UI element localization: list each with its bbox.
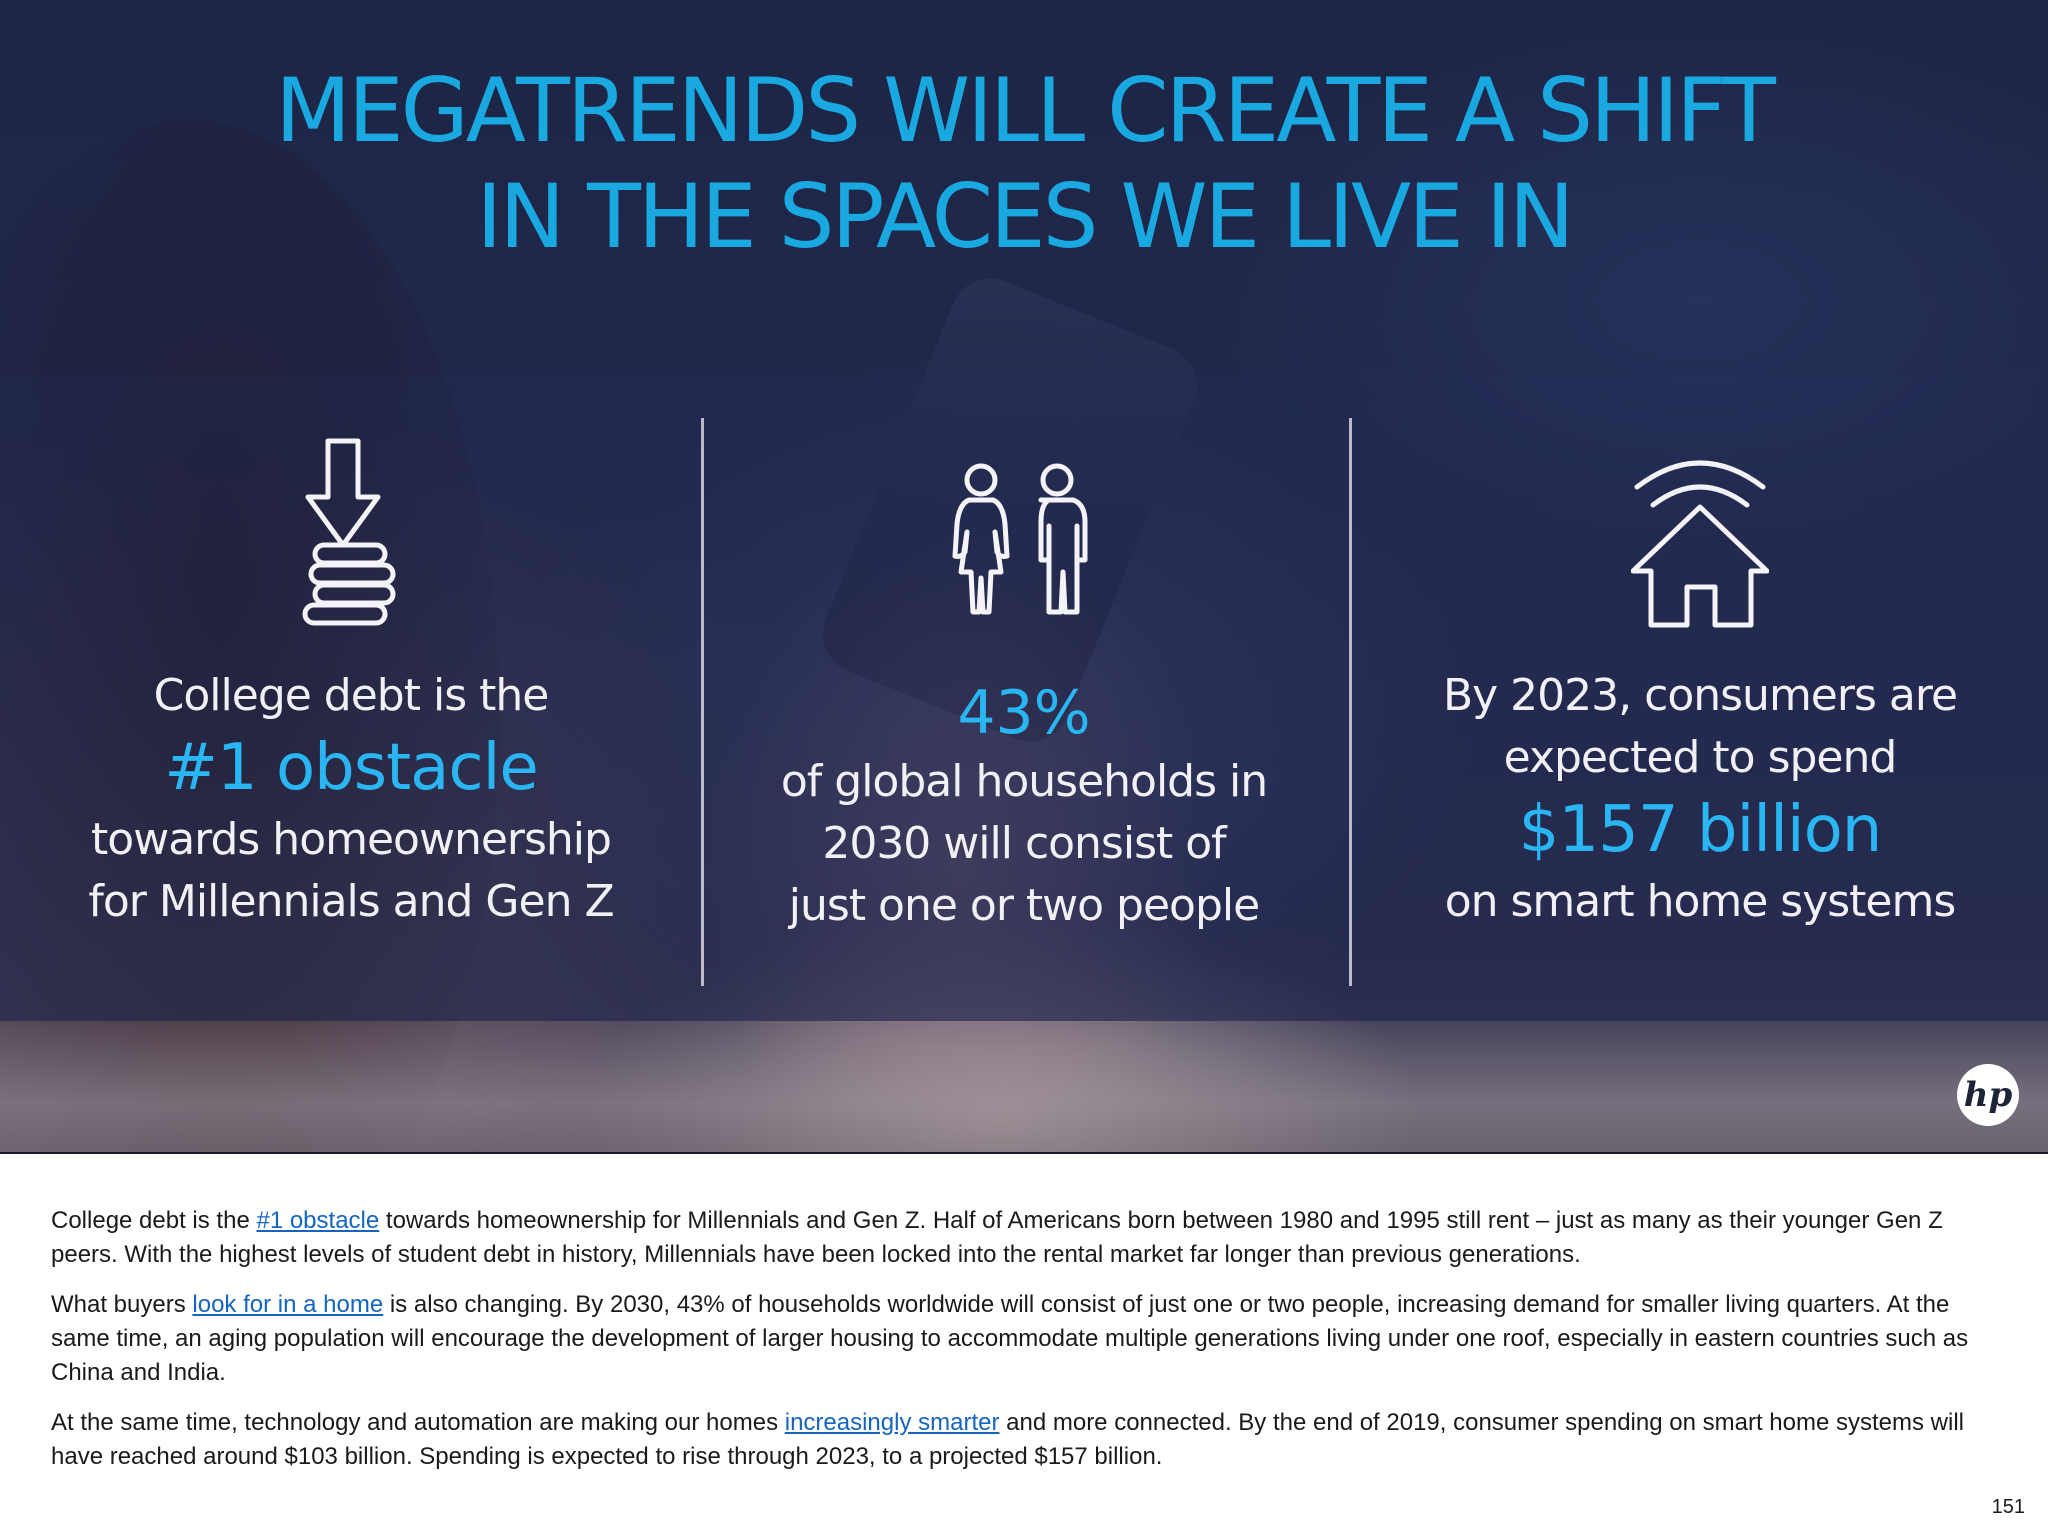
paragraph-smart-homes: At the same time, technology and automat… <box>51 1406 1991 1474</box>
paragraph-college-debt: College debt is the #1 obstacle towards … <box>51 1204 1991 1272</box>
article-body: College debt is the #1 obstacle towards … <box>51 1204 1991 1490</box>
stat-college-debt-highlight: #1 obstacle <box>164 731 538 805</box>
stat-smart-home-line3: on smart home systems <box>1444 876 1957 927</box>
stat-college-debt-line3: for Millennials and Gen Z <box>88 876 614 927</box>
paragraph-text: What buyers <box>51 1291 193 1318</box>
stat-households: 43% of global households in 2030 will co… <box>752 675 1296 937</box>
stat-smart-home-highlight: $157 billion <box>1518 793 1883 867</box>
paragraph-buyers: What buyers look for in a home is also c… <box>51 1288 1991 1390</box>
stat-smart-home: By 2023, consumers are expected to spend… <box>1400 665 2000 933</box>
stat-smart-home-line1: By 2023, consumers are <box>1442 670 1958 721</box>
column-divider <box>701 418 704 986</box>
two-people-icon <box>952 463 1088 615</box>
link-increasingly-smarter[interactable]: increasingly smarter <box>784 1409 1000 1436</box>
hero-title: MEGATRENDS WILL CREATE A SHIFT IN THE SP… <box>0 58 2048 270</box>
page-number: 151 <box>1991 1496 2025 1518</box>
stat-college-debt-line2: towards homeownership <box>91 814 612 865</box>
stat-households-line2: 2030 will consist of <box>822 818 1226 869</box>
stat-smart-home-line2: expected to spend <box>1503 732 1898 783</box>
smart-home-wifi-icon <box>1631 460 1769 628</box>
hero-title-line1: MEGATRENDS WILL CREATE A SHIFT <box>275 59 1776 162</box>
stat-college-debt-line1: College debt is the <box>153 670 550 721</box>
coins-down-arrow-icon <box>302 438 396 626</box>
paragraph-text: At the same time, technology and automat… <box>51 1409 785 1436</box>
paragraph-text: College debt is the <box>51 1207 257 1234</box>
paragraph-text: towards homeownership for Millennials an… <box>51 1207 1943 1268</box>
column-divider <box>1349 418 1352 986</box>
paragraph-text: is also changing. By 2030, 43% of househ… <box>51 1291 1969 1386</box>
hero-image: MEGATRENDS WILL CREATE A SHIFT IN THE SP… <box>0 0 2048 1154</box>
stat-households-highlight: 43% <box>957 678 1091 748</box>
stats-band <box>0 375 2048 1021</box>
link-number-one-obstacle[interactable]: #1 obstacle <box>256 1207 380 1234</box>
stat-households-line1: of global households in <box>780 756 1268 807</box>
title-band <box>0 0 2048 375</box>
stat-households-line3: just one or two people <box>788 880 1260 931</box>
link-look-for-in-a-home[interactable]: look for in a home <box>192 1291 384 1318</box>
paragraph-text: and more connected. By the end of 2019, … <box>51 1409 1964 1470</box>
hp-logo: hp <box>1957 1064 2019 1126</box>
stat-college-debt: College debt is the #1 obstacle towards … <box>76 665 626 933</box>
background-shelf <box>0 1020 2048 1152</box>
hero-title-line2: IN THE SPACES WE LIVE IN <box>476 165 1574 268</box>
